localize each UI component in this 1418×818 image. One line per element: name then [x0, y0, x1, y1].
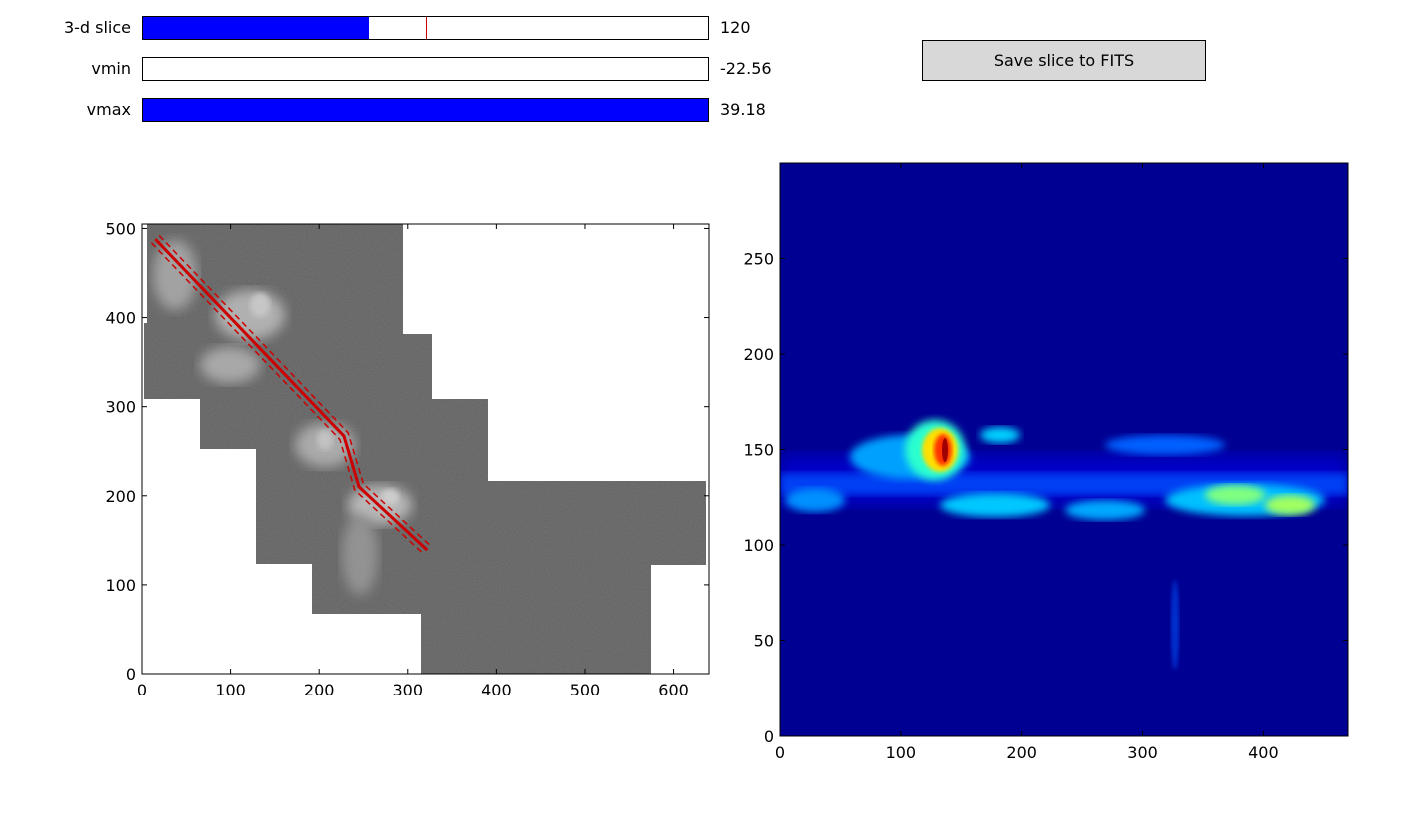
- slider-3d-slice-label: 3-d slice: [63, 18, 131, 37]
- y-tick-label: 200: [105, 487, 136, 506]
- x-tick-label: 100: [886, 743, 917, 762]
- slice-path-edge: [150, 242, 425, 555]
- y-tick-label: 500: [105, 219, 136, 238]
- x-tick-label: 600: [658, 681, 689, 695]
- x-tick-label: 300: [1127, 743, 1158, 762]
- slider-vmax-label: vmax: [86, 100, 131, 119]
- y-tick-label: 250: [743, 250, 774, 269]
- y-tick-label: 300: [105, 398, 136, 417]
- slice-path-edge: [158, 234, 432, 547]
- slider-vmax-fill: [143, 99, 708, 121]
- x-tick-label: 200: [304, 681, 335, 695]
- slice-plot[interactable]: 0 100 200 300 400 0 50 100 150 200 250: [735, 155, 1365, 765]
- x-tick-label: 500: [570, 681, 601, 695]
- slice-path: [150, 234, 432, 555]
- y-tick-label: 150: [743, 441, 774, 460]
- slider-3d-slice-fill: [143, 17, 369, 39]
- slider-vmin-track[interactable]: [142, 57, 709, 81]
- slider-vmin-value: -22.56: [720, 59, 772, 78]
- slider-3d-slice-initial-marker: [425, 17, 427, 39]
- y-tick-label: 100: [105, 576, 136, 595]
- slider-3d-slice-track[interactable]: [142, 16, 709, 40]
- y-tick-label: 400: [105, 309, 136, 328]
- y-tick-label: 200: [743, 345, 774, 364]
- x-tick-label: 400: [481, 681, 512, 695]
- slider-vmin-label: vmin: [91, 59, 131, 78]
- y-tick-label: 0: [764, 727, 774, 746]
- x-tick-label: 400: [1248, 743, 1279, 762]
- image-plot[interactable]: 0 100 200 300 400 500 600 0 100 200 300 400 500: [100, 215, 730, 695]
- save-slice-button[interactable]: Save slice to FITS: [922, 40, 1206, 81]
- y-tick-label: 100: [743, 536, 774, 555]
- x-tick-label: 0: [775, 743, 785, 762]
- grayscale-mosaic: [144, 224, 706, 674]
- x-tick-label: 0: [137, 681, 147, 695]
- x-tick-label: 300: [393, 681, 424, 695]
- slider-vmax-track[interactable]: [142, 98, 709, 122]
- jet-heatmap: [780, 163, 1348, 736]
- slider-3d-slice-value: 120: [720, 18, 751, 37]
- image-plot-axes: 0 100 200 300 400 500 600 0 100 200 300 400 500: [105, 219, 710, 695]
- y-tick-label: 50: [754, 632, 774, 651]
- slider-vmax-value: 39.18: [720, 100, 766, 119]
- x-tick-label: 200: [1006, 743, 1037, 762]
- slice-path-center: [154, 238, 429, 552]
- x-tick-label: 100: [215, 681, 246, 695]
- plot-frame: [141, 223, 710, 675]
- slice-plot-axes: 0 100 200 300 400 0 50 100 150 200 250: [743, 162, 1349, 762]
- y-tick-label: 0: [126, 665, 136, 684]
